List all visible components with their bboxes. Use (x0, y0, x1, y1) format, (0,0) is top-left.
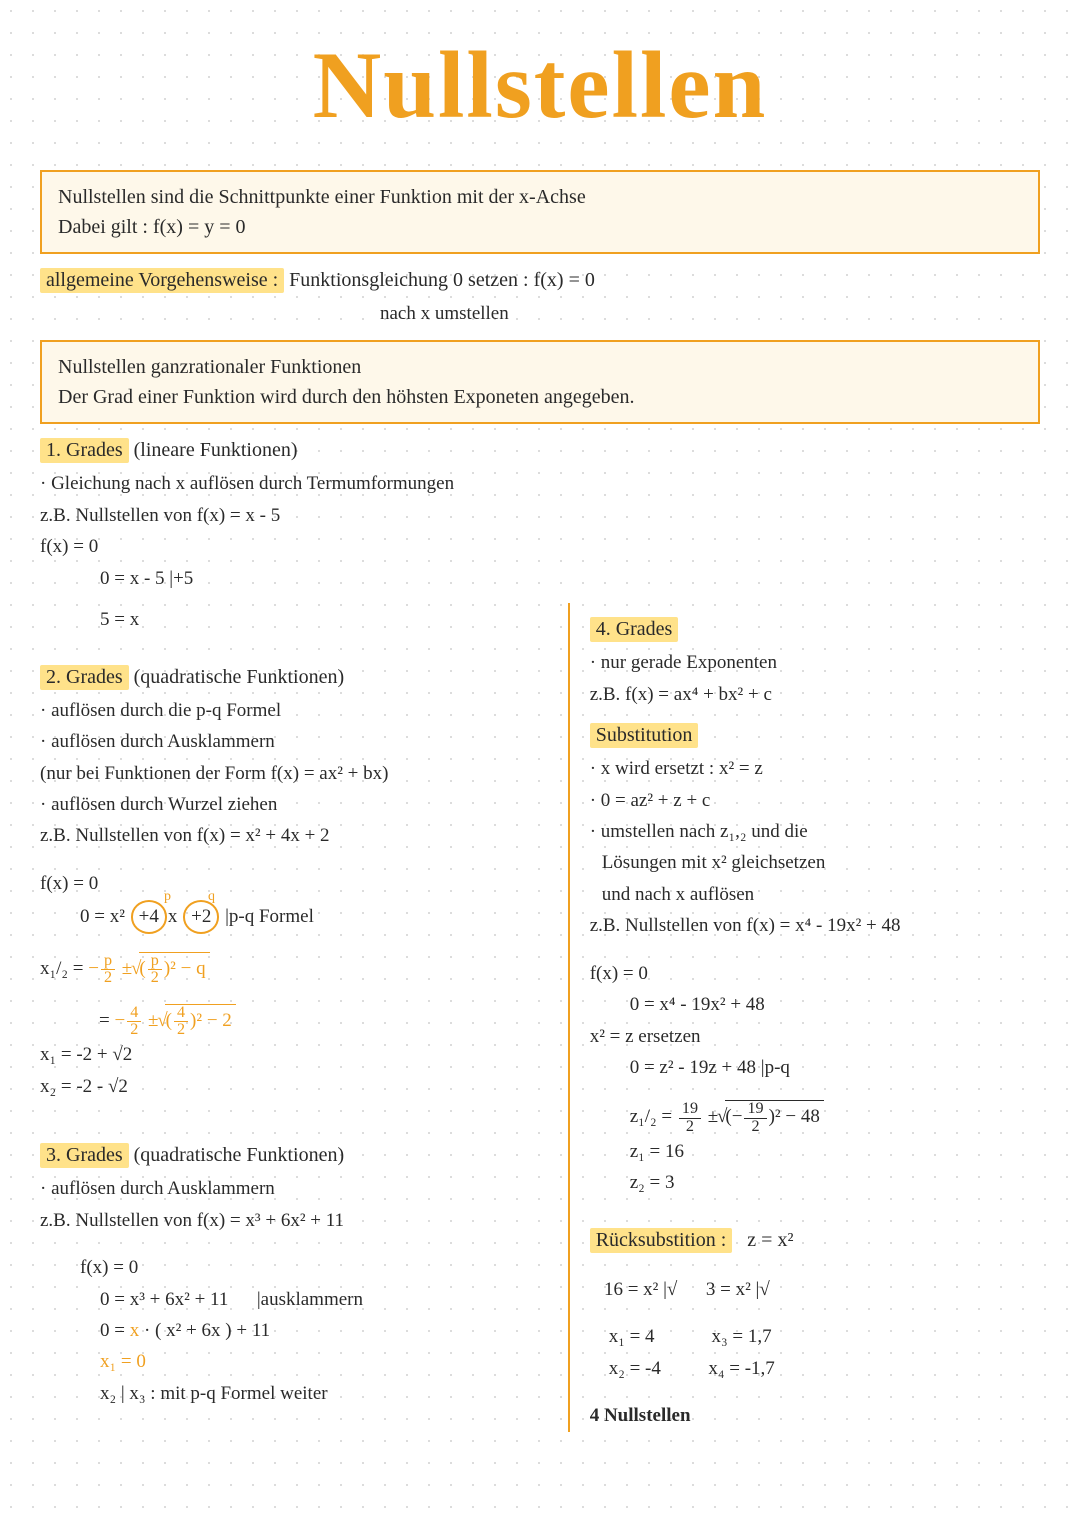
g4-l9: f(x) = 0 (590, 959, 1040, 988)
definition-box: Nullstellen sind die Schnittpunkte einer… (40, 170, 1040, 254)
g4-l6: Lösungen mit x² gleichsetzen (602, 848, 1040, 877)
left-column: 5 = x 2. Grades (quadratische Funktionen… (40, 603, 538, 1432)
g3-l4-row: 0 = x³ + 6x² + 11 |ausklammern (100, 1285, 538, 1314)
right-column: 4. Grades · nur gerade Exponenten z.B. f… (568, 603, 1040, 1432)
g2-l7-post: |p-q Formel (225, 906, 314, 927)
degree3-title: 3. Grades (40, 1143, 129, 1168)
g2-l3: (nur bei Funktionen der Form f(x) = ax² … (40, 759, 538, 788)
degree1-sub: (lineare Funktionen) (134, 439, 298, 461)
g4-x-row2: x₂ = -4 x₄ = -1,7 (590, 1354, 1040, 1383)
g3-l7: x₂ | x₃ : mit p-q Formel weiter (100, 1379, 538, 1408)
g4-l8: z.B. Nullstellen von f(x) = x⁴ - 19x² + … (590, 911, 1040, 940)
g4-z12-formula: z₁/₂ = 192 ± (−192)² − 48 (630, 1100, 1040, 1134)
g2-l7-pre: 0 = x² (80, 906, 125, 927)
box1-line1: Nullstellen sind die Schnittpunkte einer… (58, 182, 1022, 212)
g1-l2: z.B. Nullstellen von f(x) = x - 5 (40, 501, 1040, 530)
g1-l1: · Gleichung nach x auflösen durch Termum… (40, 469, 1040, 498)
degree2-title: 2. Grades (40, 665, 129, 690)
ruecksubstitution-heading: Rücksubstition : z = x² (590, 1228, 1040, 1253)
g3-l2: z.B. Nullstellen von f(x) = x³ + 6x² + 1… (40, 1206, 538, 1235)
g3-l6: x₁ = 0 (100, 1347, 538, 1376)
x12-label: x₁/₂ = (40, 958, 84, 979)
g2-x12-formula: x₁/₂ = −p2 ± (p2)² − q (40, 952, 538, 986)
g4-l3: · x wird ersetzt : x² = z (590, 754, 1040, 783)
g4-x-row1: x₁ = 4 x₃ = 1,7 (590, 1322, 1040, 1351)
g1-l3: f(x) = 0 (40, 532, 1040, 561)
g2-l4: · auflösen durch Wurzel ziehen (40, 790, 538, 819)
general-approach-text1: Funktionsgleichung 0 setzen : f(x) = 0 (289, 269, 595, 291)
degree1-title: 1. Grades (40, 438, 129, 463)
q-label: q (208, 886, 215, 908)
g2-l7: p q 0 = x² +4x +2 |p-q Formel (80, 900, 538, 933)
g4-z1: z₁ = 16 (630, 1137, 1040, 1166)
box1-line2: Dabei gilt : f(x) = y = 0 (58, 212, 1022, 242)
g3-l1: · auflösen durch Ausklammern (40, 1174, 538, 1203)
g4-l5: · umstellen nach z₁,₂ und die (590, 817, 1040, 846)
g2-l5: z.B. Nullstellen von f(x) = x² + 4x + 2 (40, 821, 538, 850)
g3-l5: 0 = x · ( x² + 6x ) + 11 (100, 1316, 538, 1345)
degree3-sub: (quadratische Funktionen) (134, 1144, 345, 1166)
g4-x4: x₄ = -1,7 (708, 1358, 774, 1379)
g2-x2: x₂ = -2 - √2 (40, 1072, 538, 1101)
substitution-title: Substitution (590, 723, 699, 748)
g2-l6: f(x) = 0 (40, 869, 538, 898)
z12-label: z₁/₂ = (630, 1106, 672, 1127)
g2-x1: x₁ = -2 + √2 (40, 1040, 538, 1069)
degree1-heading: 1. Grades (lineare Funktionen) (40, 438, 1040, 463)
g4-l11: x² = z ersetzen (590, 1022, 1040, 1051)
general-approach-label: allgemeine Vorgehensweise : (40, 268, 284, 293)
p-label: p (164, 886, 171, 908)
g4-l4: · 0 = az² + z + c (590, 786, 1040, 815)
general-approach: allgemeine Vorgehensweise : Funktionsgle… (40, 268, 1040, 293)
g2-l2: · auflösen durch Ausklammern (40, 727, 538, 756)
degree3-heading: 3. Grades (quadratische Funktionen) (40, 1143, 538, 1168)
degree2-heading: 2. Grades (quadratische Funktionen) (40, 665, 538, 690)
g4-l7: und nach x auflösen (602, 880, 1040, 909)
g3-l3: f(x) = 0 (80, 1253, 538, 1282)
g4-l12: 0 = z² - 19z + 48 |p-q (630, 1053, 1040, 1082)
box2-line1: Nullstellen ganzrationaler Funktionen (58, 352, 1022, 382)
g4-l1: · nur gerade Exponenten (590, 648, 1040, 677)
g4-l10: 0 = x⁴ - 19x² + 48 (630, 990, 1040, 1019)
substitution-heading: Substitution (590, 723, 1040, 748)
g4-r1b: 3 = x² |√ (706, 1279, 770, 1300)
degree2-sub: (quadratische Funktionen) (134, 666, 345, 688)
g4-x1: x₁ = 4 (609, 1326, 655, 1347)
ruck-eq: z = x² (747, 1229, 793, 1251)
box2-line2: Der Grad einer Funktion wird durch den h… (58, 382, 1022, 412)
general-approach-text2: nach x umstellen (380, 299, 1040, 328)
degree4-heading: 4. Grades (590, 617, 1040, 642)
g1-l4: 0 = x - 5 |+5 (100, 564, 1040, 593)
ruecksubstitution-title: Rücksubstition : (590, 1228, 733, 1253)
g1-l5: 5 = x (100, 605, 538, 634)
degree4-title: 4. Grades (590, 617, 679, 642)
g4-r1-row: 16 = x² |√ 3 = x² |√ (590, 1275, 1040, 1304)
g2-eq2: = −42 ± (42)² − 2 (80, 1004, 538, 1038)
page-title: Nullstellen (40, 30, 1040, 140)
g4-z2: z₂ = 3 (630, 1168, 1040, 1197)
p-circled: +4 (131, 900, 167, 933)
g4-x2: x₂ = -4 (609, 1358, 661, 1379)
g4-r1a: 16 = x² |√ (604, 1279, 677, 1300)
g2-l7-mid: x (168, 906, 178, 927)
g4-final: 4 Nullstellen (590, 1401, 1040, 1430)
g4-x3: x₃ = 1,7 (712, 1326, 772, 1347)
g4-l2: z.B. f(x) = ax⁴ + bx² + c (590, 680, 1040, 709)
two-column-layout: 5 = x 2. Grades (quadratische Funktionen… (40, 603, 1040, 1432)
g3-l4b: |ausklammern (257, 1289, 363, 1310)
g3-l4: 0 = x³ + 6x² + 11 (100, 1289, 228, 1310)
rational-functions-box: Nullstellen ganzrationaler Funktionen De… (40, 340, 1040, 424)
g2-l1: · auflösen durch die p-q Formel (40, 696, 538, 725)
